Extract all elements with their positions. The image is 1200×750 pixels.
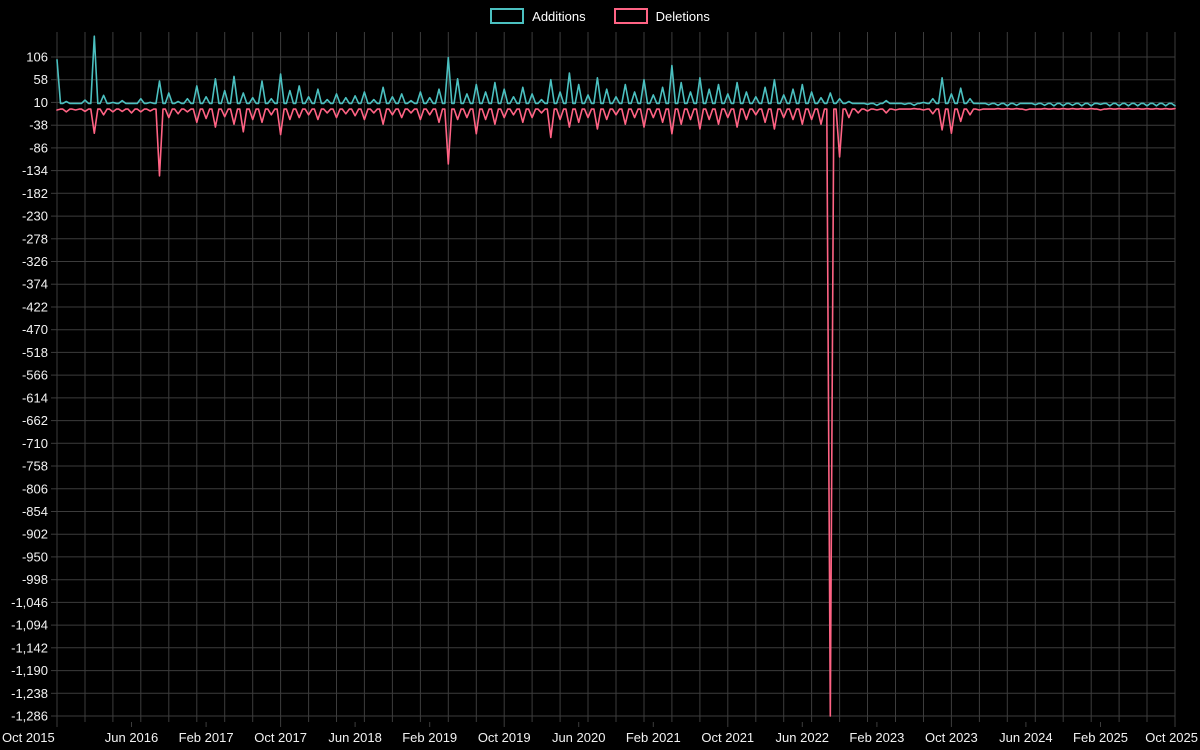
y-tick-label: -134 bbox=[22, 163, 48, 178]
y-tick-label: -470 bbox=[22, 322, 48, 337]
axis-tick-marks bbox=[51, 56, 1176, 727]
x-tick-label: Oct 2023 bbox=[925, 730, 978, 745]
x-tick-label: Oct 2019 bbox=[478, 730, 531, 745]
y-tick-label: -230 bbox=[22, 209, 48, 224]
legend-label-deletions: Deletions bbox=[655, 8, 710, 24]
x-tick-label: Oct 2015 bbox=[2, 730, 55, 745]
x-tick-label: Oct 2021 bbox=[701, 730, 754, 745]
y-tick-label: -326 bbox=[22, 254, 48, 269]
x-tick-label: Feb 2019 bbox=[402, 730, 457, 745]
y-tick-label: -374 bbox=[22, 277, 48, 292]
y-tick-label: -1,238 bbox=[11, 686, 48, 701]
y-tick-label: -854 bbox=[22, 504, 48, 519]
y-tick-label: 58 bbox=[34, 72, 48, 87]
x-tick-label: Feb 2017 bbox=[179, 730, 234, 745]
x-axis-labels: Oct 2015 Jun 2016 Feb 2017 Oct 2017 Jun 2018… bbox=[2, 730, 1198, 745]
legend-label-additions: Additions bbox=[532, 8, 586, 24]
legend-swatch-deletions bbox=[613, 8, 648, 24]
y-tick-label: -422 bbox=[22, 300, 48, 315]
y-tick-label: -758 bbox=[22, 459, 48, 474]
y-tick-label: -710 bbox=[22, 436, 48, 451]
y-tick-label: -950 bbox=[22, 549, 48, 564]
y-tick-label: -1,190 bbox=[11, 663, 48, 678]
gridlines bbox=[56, 32, 1176, 722]
x-tick-label: Jun 2018 bbox=[328, 730, 382, 745]
x-tick-label: Oct 2017 bbox=[254, 730, 307, 745]
legend-swatch-additions bbox=[490, 8, 525, 24]
y-tick-label: 106 bbox=[26, 50, 48, 65]
additions-line bbox=[56, 35, 1176, 107]
x-tick-label: Jun 2020 bbox=[552, 730, 606, 745]
y-tick-label: -278 bbox=[22, 231, 48, 246]
chart-legend: Additions Deletions bbox=[0, 8, 1200, 24]
y-tick-label: -518 bbox=[22, 345, 48, 360]
x-tick-label: Jun 2022 bbox=[776, 730, 830, 745]
deletions-line bbox=[56, 107, 1176, 717]
y-tick-label: -662 bbox=[22, 413, 48, 428]
y-axis-labels: 106 58 10 -38 -86 -134 -182 -230 -278 -326 -374 -42… bbox=[11, 50, 48, 724]
y-tick-label: -1,142 bbox=[11, 640, 48, 655]
x-tick-label: Jun 2016 bbox=[105, 730, 159, 745]
x-tick-label: Jun 2024 bbox=[999, 730, 1053, 745]
x-tick-label: Feb 2025 bbox=[1073, 730, 1128, 745]
y-tick-label: -806 bbox=[22, 481, 48, 496]
y-tick-label: -1,286 bbox=[11, 709, 48, 724]
x-tick-label: Feb 2023 bbox=[849, 730, 904, 745]
y-tick-label: -566 bbox=[22, 368, 48, 383]
y-tick-label: -1,046 bbox=[11, 595, 48, 610]
y-tick-label: -998 bbox=[22, 572, 48, 587]
y-tick-label: -614 bbox=[22, 390, 48, 405]
legend-item-deletions[interactable]: Deletions bbox=[613, 8, 710, 24]
legend-item-additions[interactable]: Additions bbox=[490, 8, 586, 24]
x-tick-label: Feb 2021 bbox=[626, 730, 681, 745]
y-tick-label: -38 bbox=[29, 118, 48, 133]
y-tick-label: -902 bbox=[22, 527, 48, 542]
y-tick-label: -1,094 bbox=[11, 618, 48, 633]
x-tick-label: Oct 2025 bbox=[1145, 730, 1198, 745]
y-tick-label: -86 bbox=[29, 140, 48, 155]
y-tick-label: -182 bbox=[22, 186, 48, 201]
y-tick-label: 10 bbox=[34, 95, 48, 110]
